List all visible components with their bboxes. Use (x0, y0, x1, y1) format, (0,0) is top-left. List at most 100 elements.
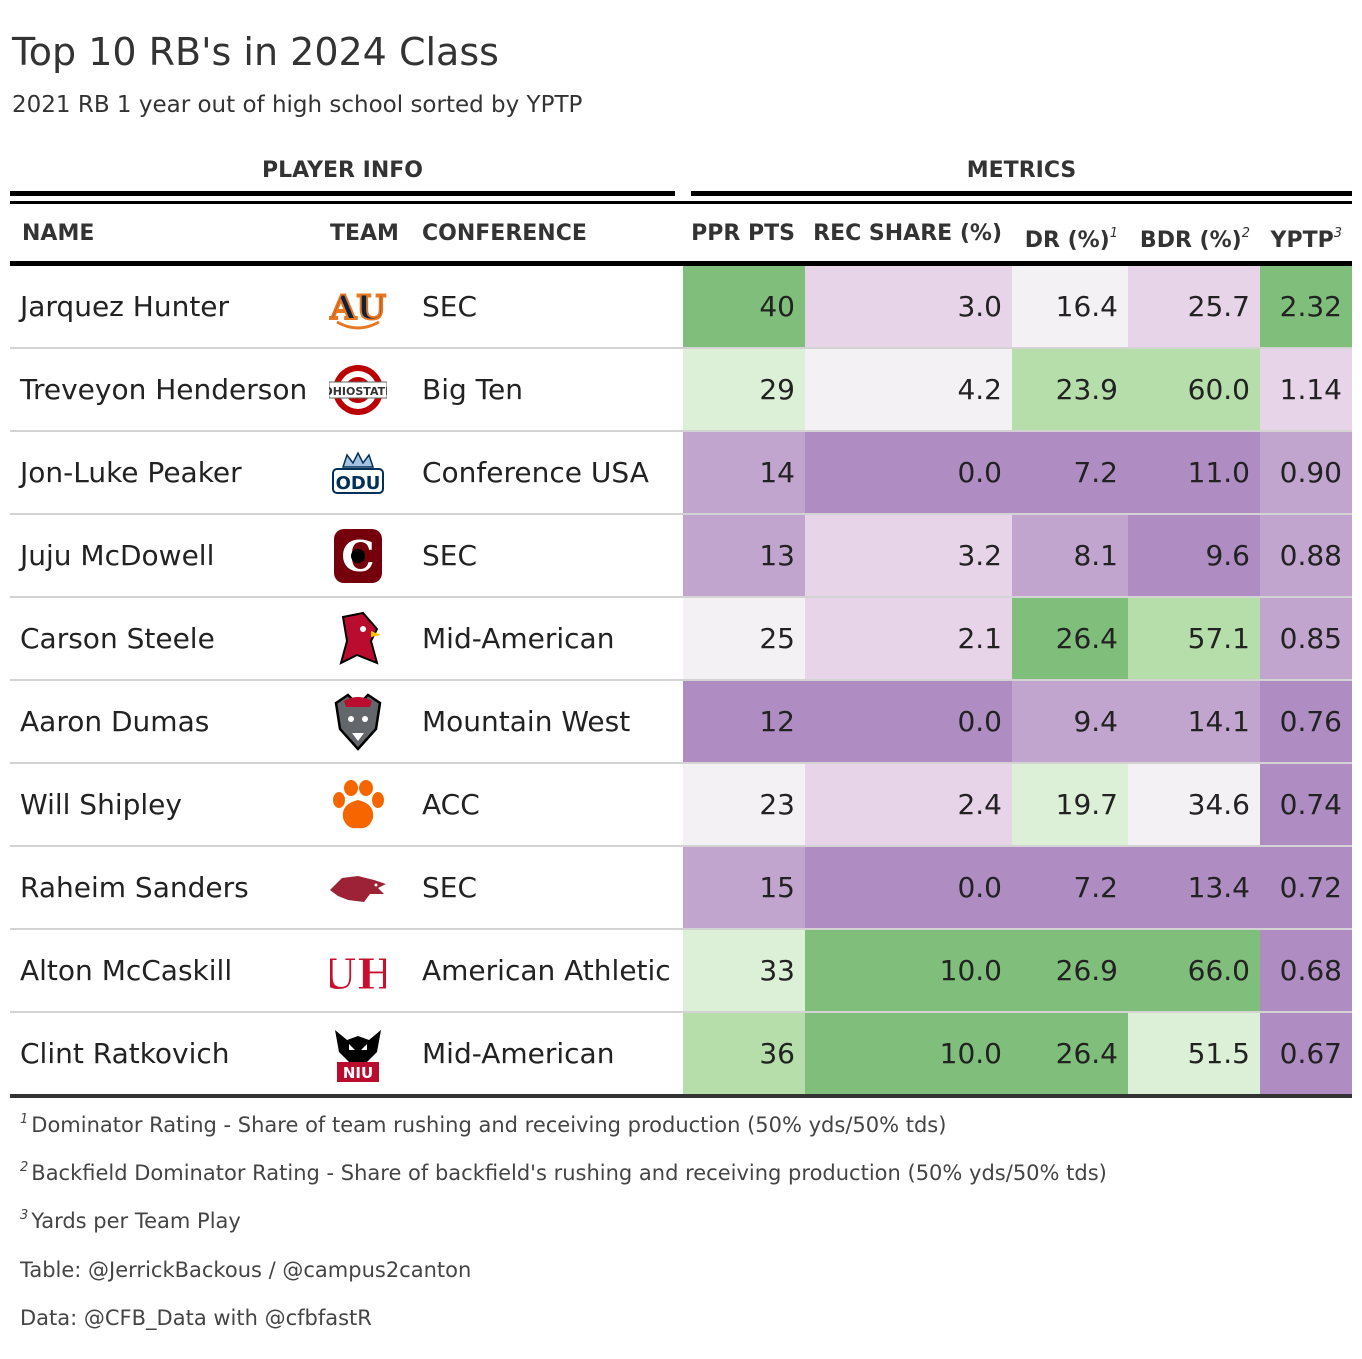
svg-text:UH: UH (330, 950, 386, 997)
player-name: Aaron Dumas (20, 705, 210, 738)
houston-logo: UH (328, 930, 388, 1011)
rec-share-cell: 0.0 (805, 681, 1012, 762)
rec-share-cell: 2.4 (805, 764, 1012, 845)
table-row: 14 0.0 7.2 11.0 0.90 Jon-Luke Peaker ODU Confer… (10, 432, 1352, 515)
ppr-cell: 15 (683, 847, 805, 928)
rec-share-cell: 4.2 (805, 349, 1012, 430)
ppr-cell: 29 (683, 349, 805, 430)
col-header-rec-share: REC SHARE (%) (813, 221, 1002, 246)
player-name: Clint Ratkovich (20, 1037, 230, 1070)
spanner-player-info-rule (10, 191, 675, 196)
row-separator (10, 430, 1352, 432)
footnote-2: 2 Backfield Dominator Rating - Share of b… (20, 1160, 1107, 1185)
dr-cell: 7.2 (1012, 432, 1128, 513)
bdr-cell: 60.0 (1128, 349, 1260, 430)
bdr-cell: 34.6 (1128, 764, 1260, 845)
ppr-cell: 14 (683, 432, 805, 513)
yptp-cell: 0.90 (1260, 432, 1352, 513)
bdr-cell: 66.0 (1128, 930, 1260, 1011)
yptp-cell: 0.67 (1260, 1013, 1352, 1094)
bdr-cell: 13.4 (1128, 847, 1260, 928)
rec-share-cell: 3.2 (805, 515, 1012, 596)
row-separator (10, 845, 1352, 847)
source-note-data: Data: @CFB_Data with @cfbfastR (20, 1306, 372, 1330)
ppr-cell: 13 (683, 515, 805, 596)
row-separator (10, 596, 1352, 598)
footnote-1-mark: 1 (20, 1112, 29, 1127)
dr-cell: 16.4 (1012, 266, 1128, 347)
col-header-yptp-mark: 3 (1333, 226, 1342, 241)
table-row: 294.223.960.01.14 Treveyon Henderson OHIOS… (10, 349, 1352, 432)
col-header-dr: DR (%)1 (1012, 214, 1118, 258)
col-header-bdr-mark: 2 (1241, 226, 1250, 241)
row-separator (10, 1011, 1352, 1013)
player-name: Jarquez Hunter (20, 290, 230, 323)
arkansas-logo (328, 847, 388, 928)
rec-share-cell: 3.0 (805, 266, 1012, 347)
svg-text:ODU: ODU (336, 473, 381, 494)
bdr-cell: 25.7 (1128, 266, 1260, 347)
bdr-cell: 57.1 (1128, 598, 1260, 679)
row-separator (10, 347, 1352, 349)
table-row: 12 0.0 9.4 14.1 0.76 Aaron Dumas Mountain West (10, 681, 1352, 764)
col-header-team: TEAM (330, 221, 399, 246)
table-row: 23 2.4 19.7 34.6 0.74 Will Shipley ACC (10, 764, 1352, 847)
table-row: 15 0.0 7.2 13.4 0.72 Raheim Sanders SEC (10, 847, 1352, 930)
dr-cell: 19.7 (1012, 764, 1128, 845)
player-name: Alton McCaskill (20, 954, 233, 987)
col-header-yptp: YPTP3 (1260, 214, 1342, 258)
header-bottom-rule (10, 261, 1352, 266)
player-name: Will Shipley (20, 788, 182, 821)
player-name: Juju McDowell (20, 539, 215, 572)
yptp-cell: 0.74 (1260, 764, 1352, 845)
conference-name: SEC (422, 290, 478, 323)
row-separator (10, 762, 1352, 764)
ppr-cell: 40 (683, 266, 805, 347)
row-separator (10, 928, 1352, 930)
header-top-rule (10, 201, 1352, 204)
table-row: 36 10.0 26.4 51.5 0.67 Clint Ratkovich NIU Mid-… (10, 1013, 1352, 1096)
table-row: 133.28.19.60.88 Juju McDowell C SEC (10, 515, 1352, 598)
ball-state-logo (328, 598, 388, 679)
footnote-3: 3 Yards per Team Play (20, 1208, 241, 1233)
dr-cell: 8.1 (1012, 515, 1128, 596)
ppr-cell: 25 (683, 598, 805, 679)
conference-name: ACC (422, 788, 480, 821)
footnote-2-text: Backfield Dominator Rating - Share of ba… (31, 1161, 1107, 1185)
spanner-player-info: PLAYER INFO (10, 156, 675, 196)
yptp-cell: 0.88 (1260, 515, 1352, 596)
conference-name: Mid-American (422, 622, 615, 655)
dr-cell: 26.4 (1012, 598, 1128, 679)
table-title: Top 10 RB's in 2024 Class (12, 30, 499, 74)
old-dominion-logo: ODU (328, 432, 388, 513)
rec-share-cell: 10.0 (805, 930, 1012, 1011)
table-row: 25 2.1 26.4 57.1 0.85 Carson Steele Mid-Americ… (10, 598, 1352, 681)
south-carolina-logo: C (328, 515, 388, 596)
table-subtitle: 2021 RB 1 year out of high school sorted… (12, 92, 583, 118)
yptp-cell: 0.68 (1260, 930, 1352, 1011)
conference-name: SEC (422, 871, 478, 904)
col-header-dr-mark: 1 (1109, 226, 1118, 241)
svg-text:OHIOSTATE: OHIOSTATE (329, 385, 387, 398)
bdr-cell: 9.6 (1128, 515, 1260, 596)
table-row: 33 10.0 26.9 66.0 0.68 Alton McCaskill UH Ameri… (10, 930, 1352, 1013)
ppr-cell: 23 (683, 764, 805, 845)
yptp-cell: 1.14 (1260, 349, 1352, 430)
col-header-name: NAME (22, 221, 95, 246)
spanner-metrics-rule (691, 191, 1352, 196)
spanner-metrics-label: METRICS (966, 158, 1077, 183)
footnote-1-text: Dominator Rating - Share of team rushing… (31, 1113, 947, 1137)
ppr-cell: 12 (683, 681, 805, 762)
table-bottom-rule (10, 1094, 1352, 1098)
footnote-3-mark: 3 (20, 1208, 29, 1223)
bdr-cell: 14.1 (1128, 681, 1260, 762)
ppr-cell: 36 (683, 1013, 805, 1094)
rec-share-cell: 10.0 (805, 1013, 1012, 1094)
row-separator (10, 679, 1352, 681)
player-name: Treveyon Henderson (20, 373, 308, 406)
col-header-conference: CONFERENCE (422, 221, 587, 246)
auburn-logo: AU (328, 266, 388, 347)
col-header-bdr-label: BDR (%) (1139, 228, 1242, 253)
conference-name: Mid-American (422, 1037, 615, 1070)
ppr-cell: 33 (683, 930, 805, 1011)
